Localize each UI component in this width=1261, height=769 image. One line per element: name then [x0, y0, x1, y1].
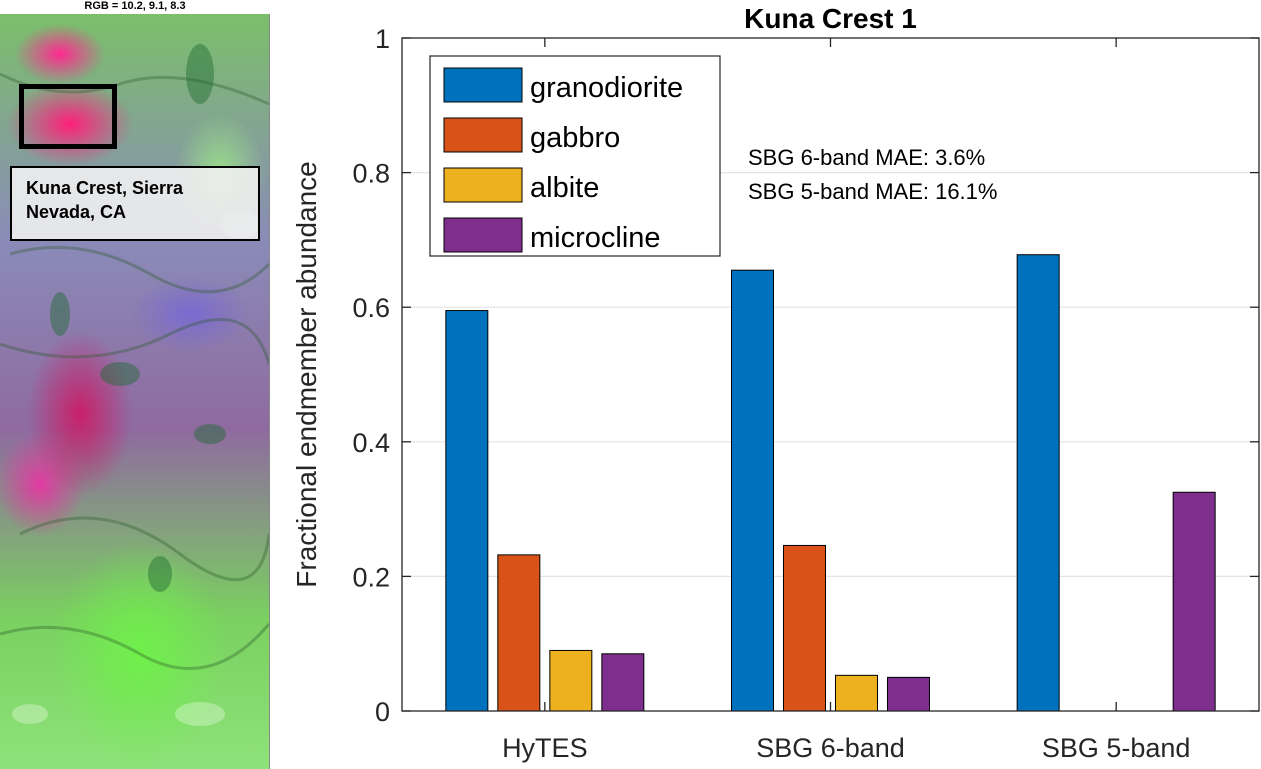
chart-title: Kuna Crest 1	[744, 3, 917, 34]
legend-label-microcline: microcline	[530, 222, 661, 254]
y-tick-label: 0	[375, 697, 390, 727]
bar-microcline-0	[601, 653, 645, 712]
y-tick-label: 0.8	[352, 159, 390, 189]
annotations: SBG 6-band MAE: 3.6% SBG 5-band MAE: 16.1…	[748, 145, 997, 204]
legend-label-albite: albite	[530, 172, 599, 204]
legend-label-granodiorite: granodiorite	[530, 72, 683, 104]
region-highlight-box	[19, 84, 117, 149]
bar-granodiorite-2	[1016, 254, 1060, 712]
bar-gabbro-1	[783, 544, 826, 712]
map-panel: RGB = 10.2, 9.1, 8.3	[0, 0, 270, 769]
x-tick-label: SBG 5-band	[1042, 733, 1191, 763]
satellite-image	[0, 14, 270, 769]
bar-albite-1	[835, 674, 878, 712]
y-tick-label: 0.6	[352, 293, 390, 323]
bar-microcline-1	[887, 676, 930, 712]
bar-microcline-2	[1172, 491, 1216, 712]
bar-gabbro-0	[497, 554, 541, 712]
bar-albite-0	[549, 649, 593, 712]
legend-swatch-granodiorite	[443, 67, 523, 103]
axes: 0 0.2 0.4 0.6 0.8 1 HyTES SBG 6-band SBG 5-band	[352, 24, 1260, 763]
legend-swatch-microcline	[443, 217, 523, 253]
legend-swatch-gabbro	[443, 117, 523, 153]
rgb-label: RGB = 10.2, 9.1, 8.3	[84, 0, 186, 12]
y-axis-label: Fractional endmember abundance	[291, 161, 322, 587]
x-tick-label: SBG 6-band	[756, 733, 905, 763]
bar-chart: Kuna Crest 1 Fractional endmember abunda…	[291, 3, 1260, 763]
bar-granodiorite-0	[445, 310, 489, 712]
legend: granodiorite gabbro albite microcline	[429, 55, 721, 257]
legend-swatch-albite	[443, 167, 523, 203]
legend-label-gabbro: gabbro	[530, 122, 620, 154]
mae-annotation: SBG 5-band MAE: 16.1%	[748, 179, 997, 204]
bars	[445, 254, 1216, 712]
x-tick-label: HyTES	[502, 733, 588, 763]
bar-granodiorite-1	[731, 269, 774, 712]
mae-annotation: SBG 6-band MAE: 3.6%	[748, 145, 985, 170]
y-tick-label: 0.2	[352, 562, 390, 592]
y-tick-label: 1	[375, 24, 390, 54]
y-tick-label: 0.4	[352, 428, 390, 458]
location-label: Kuna Crest, Sierra Nevada, CA	[10, 166, 260, 241]
